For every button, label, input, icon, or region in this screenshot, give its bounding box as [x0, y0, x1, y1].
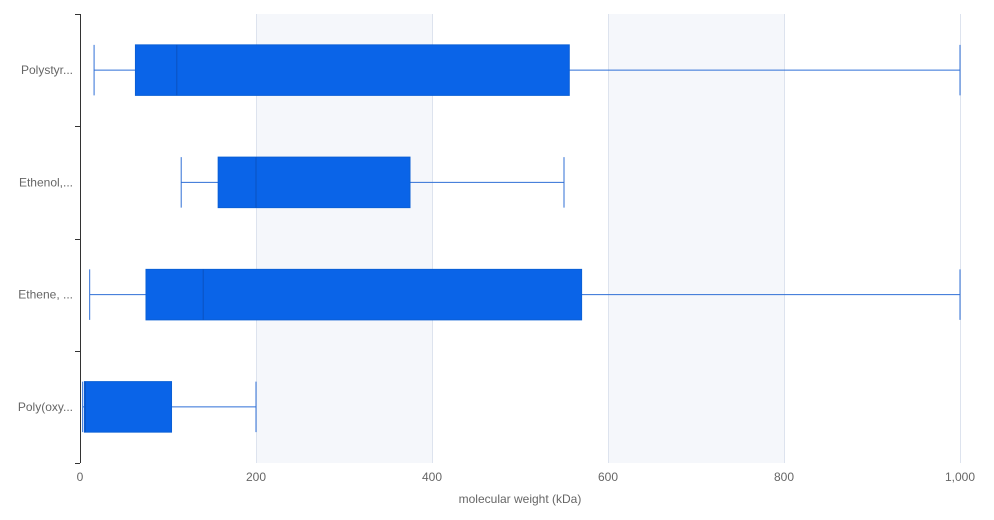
- box-group: [90, 269, 960, 320]
- box-group: [83, 382, 256, 433]
- box: [146, 269, 582, 320]
- x-tick-label: 600: [598, 470, 618, 484]
- y-tick-label: Poly(oxy...: [18, 400, 73, 414]
- x-axis-title: molecular weight (kDa): [459, 492, 582, 506]
- boxes: [83, 45, 960, 432]
- y-axis-ticks: [75, 15, 80, 464]
- x-tick-label: 400: [422, 470, 442, 484]
- box-group: [181, 157, 564, 208]
- y-tick-label: Ethenol,...: [19, 175, 73, 189]
- box: [218, 157, 410, 208]
- x-tick-label: 1,000: [945, 470, 975, 484]
- box-group: [94, 45, 960, 96]
- grid-band: [608, 14, 784, 463]
- x-tick-label: 0: [77, 470, 84, 484]
- y-axis-labels: Polystyr... Ethenol,... Ethene, ... Poly(ox…: [18, 63, 73, 414]
- x-tick-label: 200: [246, 470, 266, 484]
- box: [84, 382, 171, 433]
- x-tick-label: 800: [774, 470, 794, 484]
- box: [135, 45, 569, 96]
- x-axis-ticks: 0 200 400 600 800 1,000: [77, 470, 976, 484]
- y-tick-label: Ethene, ...: [18, 288, 73, 302]
- y-tick-label: Polystyr...: [21, 63, 73, 77]
